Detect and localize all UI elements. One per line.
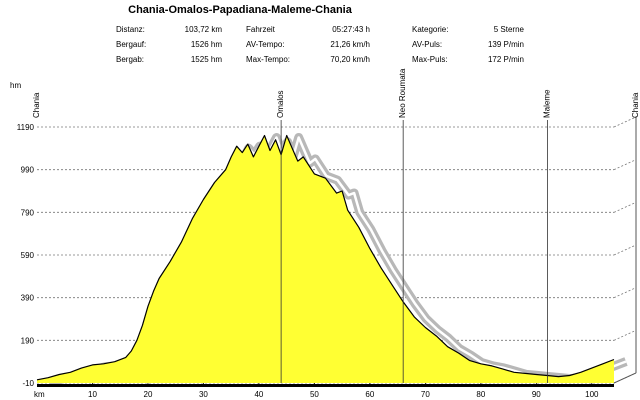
x-tick-label: 50: [310, 390, 319, 399]
x-tick-label: 100: [585, 390, 599, 399]
elevation-area: [37, 135, 614, 383]
grid-line-depth: [613, 287, 637, 299]
x-tick-label: 80: [476, 390, 485, 399]
stat-value: 1526 hm: [190, 40, 222, 49]
stats-col-time: Fahrzeit 05:27:43 h AV-Tempo: 21,26 km/h M…: [246, 22, 370, 67]
x-tick-label: 70: [421, 390, 430, 399]
stat-value: 1525 hm: [190, 55, 222, 64]
stat-value: 5 Sterne: [493, 25, 524, 34]
waypoint-label: Neo Roumata: [398, 68, 407, 118]
distance-bar: [37, 384, 614, 387]
stat-label: Bergab:: [116, 55, 145, 64]
y-tick-label: 590: [21, 251, 35, 260]
stat-label: Distanz:: [116, 25, 145, 34]
stat-value: 103,72 km: [184, 25, 222, 34]
x-tick-label: 40: [254, 390, 263, 399]
stat-label: AV-Puls:: [412, 40, 443, 49]
x-tick-label: 30: [199, 390, 208, 399]
stats-col-distance: Distanz: 103,72 km Bergauf: 1526 hm Bergab…: [116, 22, 222, 67]
stat-label: Max-Puls:: [412, 55, 448, 64]
x-tick-label: 10: [88, 390, 97, 399]
grid-line-depth: [613, 116, 637, 128]
stat-label: Fahrzeit: [246, 25, 275, 34]
grid-line-depth: [613, 201, 637, 213]
stat-value: 172 P/min: [487, 55, 524, 64]
elevation-line: [36, 134, 615, 381]
stat-label: Kategorie:: [412, 25, 449, 34]
grid-line-depth: [613, 159, 637, 171]
waypoint-label: Omalos: [276, 90, 285, 118]
stat-value: 21,26 km/h: [330, 40, 370, 49]
stat-value: 139 P/min: [487, 40, 524, 49]
waypoint-label: Chania: [32, 92, 41, 118]
stat-value: 70,20 km/h: [330, 55, 370, 64]
waypoint-label: Maleme: [542, 89, 551, 118]
y-tick-label: 990: [21, 166, 35, 175]
x-tick-label: 60: [365, 390, 374, 399]
x-tick-label: 20: [144, 390, 153, 399]
grid-line-depth: [613, 244, 637, 256]
waypoint-label: Chania: [631, 92, 640, 118]
stats-col-category: Kategorie: 5 Sterne AV-Puls: 139 P/min Max…: [412, 22, 524, 67]
stat-value: 05:27:43 h: [332, 25, 370, 34]
chart-title: Chania-Omalos-Papadiana-Maleme-Chania: [128, 4, 352, 16]
y-tick-label: 390: [21, 294, 35, 303]
x-axis-label: km: [34, 390, 45, 399]
y-tick-label: 790: [21, 208, 35, 217]
y-tick-label: -10: [22, 379, 34, 388]
stat-label: Bergauf:: [116, 40, 147, 49]
y-tick-label: 190: [21, 336, 35, 345]
x-tick-label: 90: [532, 390, 541, 399]
stat-label: AV-Tempo:: [246, 40, 285, 49]
y-tick-label: 1190: [17, 123, 35, 132]
stat-label: Max-Tempo:: [246, 55, 291, 64]
depth-axis-base: [613, 372, 637, 384]
y-axis-label: hm: [10, 81, 21, 90]
grid-line-depth: [613, 329, 637, 341]
